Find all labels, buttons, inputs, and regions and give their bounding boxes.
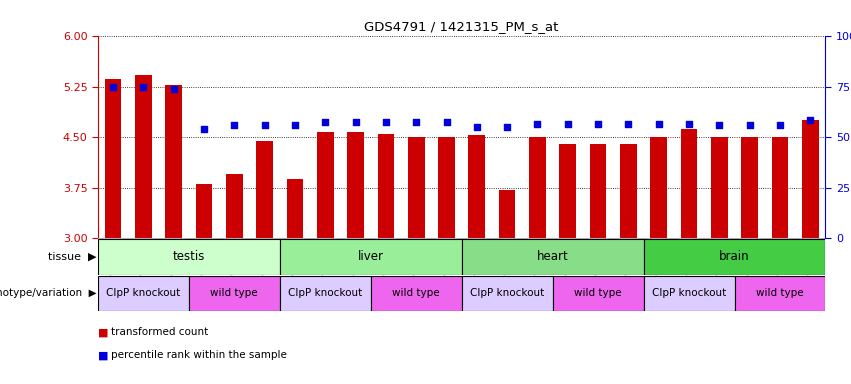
Bar xyxy=(643,239,825,275)
Text: wild type: wild type xyxy=(210,288,258,298)
Bar xyxy=(378,134,394,238)
Point xyxy=(227,122,241,128)
Text: heart: heart xyxy=(537,250,568,263)
Text: testis: testis xyxy=(173,250,205,263)
Bar xyxy=(287,179,303,238)
Bar xyxy=(772,137,788,238)
Point xyxy=(500,124,514,130)
Text: wild type: wild type xyxy=(392,288,440,298)
Bar xyxy=(590,144,607,238)
Text: brain: brain xyxy=(719,250,750,263)
Text: percentile rank within the sample: percentile rank within the sample xyxy=(111,350,287,360)
Point xyxy=(288,122,302,128)
Bar xyxy=(280,239,461,275)
Text: ■: ■ xyxy=(98,350,108,360)
Text: ClpP knockout: ClpP knockout xyxy=(652,288,726,298)
Point xyxy=(440,119,454,126)
Bar xyxy=(256,141,273,238)
Bar xyxy=(499,190,516,238)
Point xyxy=(531,121,545,127)
Bar xyxy=(105,79,122,238)
Bar xyxy=(317,132,334,238)
Text: ClpP knockout: ClpP knockout xyxy=(470,288,545,298)
Bar xyxy=(408,137,425,238)
Point xyxy=(167,86,180,92)
Text: tissue  ▶: tissue ▶ xyxy=(48,252,96,262)
Bar xyxy=(461,239,643,275)
Bar xyxy=(559,144,576,238)
Text: genotype/variation  ▶: genotype/variation ▶ xyxy=(0,288,96,298)
Bar xyxy=(650,137,667,238)
Bar xyxy=(461,276,552,311)
Text: liver: liver xyxy=(357,250,384,263)
Point xyxy=(712,122,726,128)
Bar xyxy=(189,276,280,311)
Bar xyxy=(802,121,819,238)
Bar xyxy=(734,276,825,311)
Bar xyxy=(280,276,371,311)
Bar xyxy=(529,137,545,238)
Title: GDS4791 / 1421315_PM_s_at: GDS4791 / 1421315_PM_s_at xyxy=(364,20,559,33)
Point xyxy=(379,119,392,126)
Bar xyxy=(196,184,212,238)
Bar xyxy=(438,137,454,238)
Bar xyxy=(98,276,189,311)
Point xyxy=(197,126,211,132)
Point xyxy=(106,84,120,90)
Point xyxy=(774,122,787,128)
Bar xyxy=(620,144,637,238)
Bar xyxy=(711,137,728,238)
Point xyxy=(803,118,817,124)
Point xyxy=(621,121,635,127)
Point xyxy=(743,122,757,128)
Point xyxy=(683,121,696,127)
Point xyxy=(591,121,605,127)
Bar xyxy=(469,135,485,238)
Point xyxy=(470,124,483,130)
Bar xyxy=(371,276,461,311)
Point xyxy=(561,121,574,127)
Point xyxy=(258,122,271,128)
Text: transformed count: transformed count xyxy=(111,327,208,337)
Bar xyxy=(681,129,697,238)
Bar xyxy=(135,76,151,238)
Point xyxy=(136,84,150,90)
Bar xyxy=(165,85,182,238)
Bar xyxy=(741,137,758,238)
Text: wild type: wild type xyxy=(574,288,622,298)
Point xyxy=(349,119,363,126)
Bar xyxy=(347,132,364,238)
Bar xyxy=(226,174,243,238)
Point xyxy=(318,119,332,126)
Point xyxy=(652,121,665,127)
Text: ClpP knockout: ClpP knockout xyxy=(288,288,363,298)
Bar xyxy=(98,239,280,275)
Text: wild type: wild type xyxy=(757,288,804,298)
Point xyxy=(409,119,423,126)
Text: ClpP knockout: ClpP knockout xyxy=(106,288,180,298)
Bar xyxy=(552,276,643,311)
Bar xyxy=(643,276,734,311)
Text: ■: ■ xyxy=(98,327,108,337)
